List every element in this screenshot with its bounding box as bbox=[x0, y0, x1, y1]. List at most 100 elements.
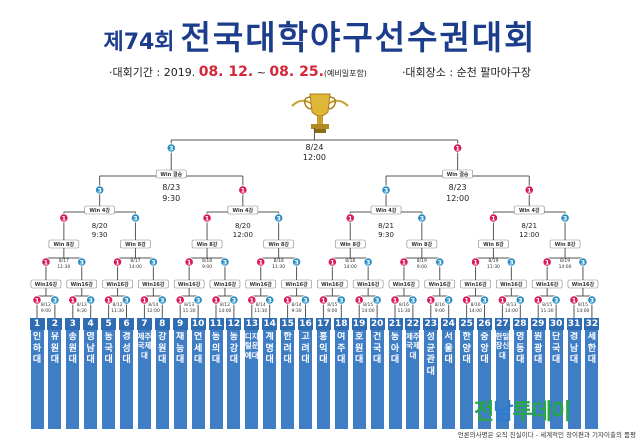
team-number: 14 bbox=[262, 318, 278, 330]
team-name: 인하대 bbox=[32, 332, 42, 365]
team-number: 5 bbox=[101, 318, 117, 330]
r32-time: 14:00 bbox=[469, 308, 482, 314]
r16-date: 8/19 bbox=[488, 258, 498, 264]
red-seed-dot-number: 1 bbox=[545, 259, 550, 267]
blue-seed-dot-number: 3 bbox=[160, 297, 165, 305]
win8-label: Win 8강 bbox=[125, 241, 146, 248]
venue-label: ·대회장소 : 순천 팔마야구장 bbox=[401, 66, 531, 79]
team-number: 19 bbox=[351, 318, 367, 330]
red-seed-dot bbox=[68, 295, 78, 305]
blue-seed-dot-number: 3 bbox=[196, 297, 201, 305]
team-name: 유원대 bbox=[50, 332, 60, 365]
team-name: 홍익대 bbox=[319, 332, 328, 365]
team-name: 한일장신대 bbox=[495, 332, 510, 360]
blue-seed-dot bbox=[417, 213, 427, 223]
r32-time: 11:30 bbox=[397, 308, 410, 314]
win16-label: Win16강 bbox=[250, 281, 273, 288]
win16-label: Win16강 bbox=[214, 281, 237, 288]
semi-time: 12:00 bbox=[446, 194, 469, 203]
r16-date: 8/17 bbox=[59, 258, 69, 264]
r32-time: 9:00 bbox=[41, 308, 51, 314]
red-seed-dot bbox=[175, 295, 185, 305]
blue-seed-dot-number: 3 bbox=[267, 297, 272, 305]
blue-seed-dot-number: 3 bbox=[518, 297, 523, 305]
red-seed-dot bbox=[470, 257, 481, 267]
win16-label: Win16강 bbox=[71, 281, 94, 288]
red-seed-dot bbox=[461, 295, 472, 305]
r32-time: 11:30 bbox=[254, 308, 267, 314]
team-name: 계명대 bbox=[265, 332, 274, 365]
r32-time: 9:00 bbox=[435, 308, 445, 314]
team-name: 고려대 bbox=[301, 332, 310, 365]
blue-seed-dot-number: 3 bbox=[411, 297, 416, 305]
quarter-time: 12:00 bbox=[519, 231, 539, 239]
team-name: 원광대 bbox=[534, 332, 543, 365]
red-seed-dot-number: 1 bbox=[205, 215, 210, 223]
r32-date: 8/14 bbox=[291, 302, 301, 308]
win8-label: Win 8강 bbox=[340, 241, 361, 248]
team-number: 3 bbox=[65, 318, 81, 330]
win-final-label: Win 결승 bbox=[447, 171, 469, 178]
logo-part-3: 투데이 bbox=[512, 400, 572, 425]
team-number: 11 bbox=[208, 318, 224, 330]
win4-label: Win 4강 bbox=[233, 207, 254, 214]
blue-seed-dot bbox=[363, 257, 373, 267]
team-number: 23 bbox=[423, 318, 439, 330]
win8-label: Win 8강 bbox=[555, 241, 576, 248]
team-name: 한려대 bbox=[283, 332, 292, 365]
team-number: 26 bbox=[477, 318, 492, 330]
win16-label: Win16강 bbox=[500, 281, 523, 288]
blue-seed-dot bbox=[444, 295, 454, 305]
team-name: 영동대 bbox=[516, 332, 525, 365]
period-start: 08. 12. bbox=[198, 64, 254, 80]
blue-seed-dot-number: 3 bbox=[581, 259, 586, 267]
team-name: 동의대 bbox=[211, 332, 221, 365]
red-seed-dot bbox=[542, 257, 552, 267]
blue-seed-dot bbox=[336, 295, 346, 305]
red-seed-dot-number: 1 bbox=[187, 259, 192, 267]
blue-seed-dot bbox=[300, 295, 311, 305]
r32-time: 9:00 bbox=[327, 308, 337, 314]
r32-time: 9:30 bbox=[291, 308, 301, 314]
team-number: 12 bbox=[226, 318, 242, 330]
red-seed-dot-number: 1 bbox=[115, 259, 120, 267]
blue-seed-dot bbox=[381, 185, 391, 195]
red-seed-dot bbox=[202, 213, 212, 223]
team-number: 1 bbox=[29, 318, 45, 330]
blue-seed-dot-number: 3 bbox=[437, 259, 442, 267]
blue-seed-dot-number: 3 bbox=[563, 215, 568, 223]
team-number: 16 bbox=[298, 318, 313, 330]
semi-date: 8/23 bbox=[449, 183, 467, 192]
win16-label: Win16강 bbox=[572, 281, 595, 288]
red-seed-dot-number: 1 bbox=[536, 297, 541, 305]
r32-date: 8/16 bbox=[399, 302, 409, 308]
blue-seed-dot bbox=[193, 295, 203, 305]
blue-seed-dot bbox=[220, 257, 230, 267]
red-seed-dot bbox=[390, 295, 400, 305]
team-number: 10 bbox=[190, 318, 206, 330]
team-name: 서울대 bbox=[444, 332, 453, 365]
blue-seed-dot-number: 3 bbox=[384, 187, 389, 195]
red-seed-dot-number: 1 bbox=[44, 259, 49, 267]
trophy-icon bbox=[291, 93, 349, 133]
team-number: 17 bbox=[315, 318, 331, 330]
red-seed-dot-number: 1 bbox=[429, 297, 434, 305]
r32-date: 8/13 bbox=[184, 302, 194, 308]
blue-seed-dot bbox=[265, 295, 275, 305]
red-seed-dot-number: 1 bbox=[241, 187, 246, 195]
team-number: 13 bbox=[244, 318, 260, 330]
red-seed-dot bbox=[247, 295, 257, 305]
period-separator: ~ bbox=[256, 66, 266, 79]
red-seed-dot bbox=[256, 257, 266, 267]
r32-time: 11:30 bbox=[541, 308, 554, 314]
win4-label: Win 4강 bbox=[89, 207, 110, 214]
red-seed-dot bbox=[318, 295, 328, 305]
win16-label: Win16강 bbox=[429, 281, 452, 288]
r32-date: 8/15 bbox=[327, 302, 337, 308]
red-seed-dot-number: 1 bbox=[142, 297, 147, 305]
team-number: 6 bbox=[119, 318, 134, 330]
r32-date: 8/12 bbox=[112, 302, 122, 308]
red-seed-dot-number: 1 bbox=[464, 297, 469, 305]
red-seed-dot-number: 1 bbox=[572, 297, 577, 305]
red-seed-dot-number: 1 bbox=[491, 215, 496, 223]
